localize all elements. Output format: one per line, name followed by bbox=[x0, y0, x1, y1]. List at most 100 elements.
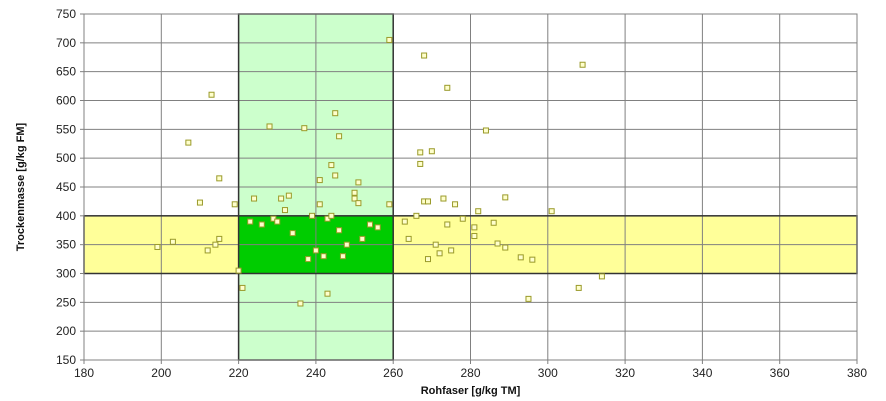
data-point bbox=[258, 221, 265, 228]
y-tick-label: 600 bbox=[56, 94, 76, 108]
data-points bbox=[154, 36, 605, 307]
data-point bbox=[343, 241, 350, 248]
data-point bbox=[517, 254, 524, 261]
data-point bbox=[309, 212, 316, 219]
x-tick-label: 360 bbox=[770, 366, 790, 380]
gridlines bbox=[83, 13, 858, 361]
data-point bbox=[428, 148, 435, 155]
y-tick-label: 650 bbox=[56, 65, 76, 79]
data-point bbox=[471, 224, 478, 231]
x-tick-label: 260 bbox=[383, 366, 403, 380]
data-point bbox=[529, 256, 536, 263]
data-point bbox=[216, 235, 223, 242]
data-point bbox=[312, 247, 319, 254]
x-tick-label: 220 bbox=[229, 366, 249, 380]
data-point bbox=[525, 295, 532, 302]
data-point bbox=[332, 172, 339, 179]
y-tick-label: 450 bbox=[56, 180, 76, 194]
y-tick-label: 700 bbox=[56, 36, 76, 50]
data-point bbox=[355, 179, 362, 186]
data-point bbox=[459, 215, 466, 222]
y-tick-label: 200 bbox=[56, 324, 76, 338]
data-point bbox=[305, 256, 312, 263]
y-tick-label: 300 bbox=[56, 267, 76, 281]
data-point bbox=[301, 125, 308, 132]
data-point bbox=[231, 201, 238, 208]
data-point bbox=[475, 208, 482, 215]
data-point bbox=[332, 110, 339, 117]
data-point bbox=[297, 300, 304, 307]
data-point bbox=[216, 175, 223, 182]
x-tick-label: 380 bbox=[847, 366, 867, 380]
data-point bbox=[320, 253, 327, 260]
data-point bbox=[440, 195, 447, 202]
data-point bbox=[424, 198, 431, 205]
data-point bbox=[274, 218, 281, 225]
data-point bbox=[351, 195, 358, 202]
data-point bbox=[204, 247, 211, 254]
data-point bbox=[359, 235, 366, 242]
data-point bbox=[154, 243, 161, 250]
x-axis-ticks: 180 200 220 240 260 280 300 320 340 360 380 bbox=[74, 360, 867, 380]
data-point bbox=[598, 273, 605, 280]
data-point bbox=[339, 253, 346, 260]
data-point bbox=[316, 201, 323, 208]
y-tick-label: 750 bbox=[56, 7, 76, 21]
x-tick-label: 320 bbox=[615, 366, 635, 380]
data-point bbox=[289, 230, 296, 237]
x-tick-label: 240 bbox=[306, 366, 326, 380]
x-tick-label: 280 bbox=[460, 366, 480, 380]
data-point bbox=[494, 240, 501, 247]
data-point bbox=[235, 267, 242, 274]
data-point bbox=[548, 208, 555, 215]
data-point bbox=[278, 195, 285, 202]
data-point bbox=[239, 284, 246, 291]
y-tick-label: 350 bbox=[56, 238, 76, 252]
data-point bbox=[367, 221, 374, 228]
data-point bbox=[208, 91, 215, 98]
data-point bbox=[432, 241, 439, 248]
x-tick-label: 200 bbox=[151, 366, 171, 380]
y-axis-ticks: 150 200 250 300 350 400 450 500 550 600 650 700 750 bbox=[56, 7, 84, 367]
x-axis-title: Rohfaser [g/kg TM] bbox=[421, 385, 521, 397]
data-point bbox=[324, 290, 331, 297]
x-tick-label: 340 bbox=[692, 366, 712, 380]
data-point bbox=[444, 221, 451, 228]
y-tick-label: 400 bbox=[56, 209, 76, 223]
data-point bbox=[355, 200, 362, 207]
data-point bbox=[251, 195, 258, 202]
data-point bbox=[185, 139, 192, 146]
data-point bbox=[401, 218, 408, 225]
data-point bbox=[328, 162, 335, 169]
y-tick-label: 550 bbox=[56, 122, 76, 136]
y-tick-label: 150 bbox=[56, 353, 76, 367]
data-point bbox=[351, 189, 358, 196]
data-point bbox=[444, 84, 451, 91]
data-point bbox=[336, 133, 343, 140]
x-tick-label: 300 bbox=[538, 366, 558, 380]
data-point bbox=[196, 199, 203, 206]
data-point bbox=[490, 219, 497, 226]
data-point bbox=[471, 233, 478, 240]
data-point bbox=[328, 212, 335, 219]
data-point bbox=[169, 238, 176, 245]
data-point bbox=[374, 224, 381, 231]
data-point bbox=[266, 123, 273, 130]
data-point bbox=[448, 247, 455, 254]
data-point bbox=[436, 250, 443, 257]
data-point bbox=[285, 192, 292, 199]
data-point bbox=[316, 177, 323, 184]
data-point bbox=[421, 52, 428, 59]
y-tick-label: 500 bbox=[56, 151, 76, 165]
y-tick-label: 250 bbox=[56, 295, 76, 309]
data-point bbox=[405, 235, 412, 242]
data-point bbox=[336, 227, 343, 234]
data-point bbox=[452, 201, 459, 208]
data-point bbox=[575, 284, 582, 291]
data-point bbox=[482, 127, 489, 134]
data-point bbox=[579, 61, 586, 68]
data-point bbox=[502, 194, 509, 201]
data-point bbox=[417, 160, 424, 167]
data-point bbox=[502, 244, 509, 251]
